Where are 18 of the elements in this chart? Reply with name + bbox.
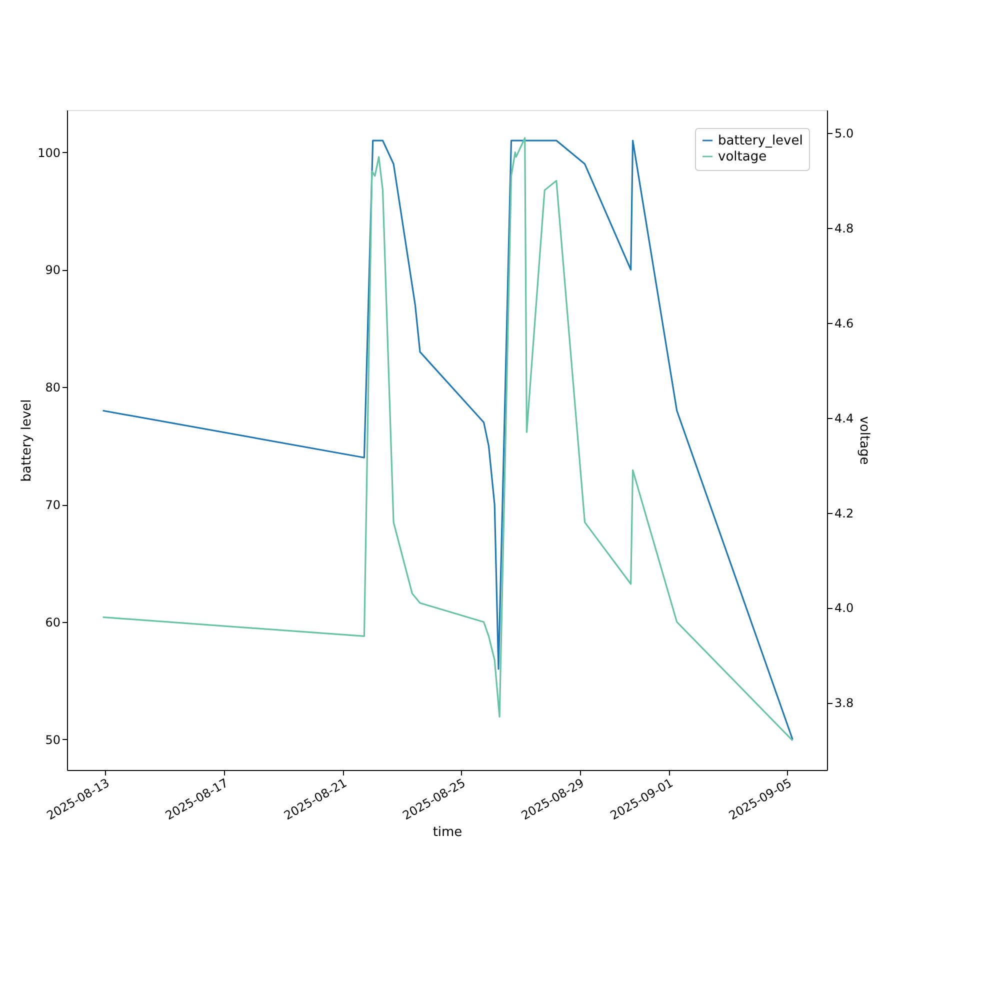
y-tick-label: 80 — [45, 380, 60, 395]
legend-label: voltage — [718, 150, 767, 164]
y-tick-label: 90 — [45, 263, 60, 278]
x-axis-title: time — [432, 824, 462, 840]
y-tick-label: 100 — [38, 146, 60, 160]
y-tick-label: 60 — [45, 616, 60, 630]
y-axis-title: battery level — [20, 399, 35, 482]
y2-tick-label: 4.0 — [834, 601, 854, 616]
y2-axis-title: voltage — [856, 416, 872, 465]
y-tick-label: 70 — [45, 498, 60, 512]
y2-tick-label: 4.2 — [834, 506, 854, 520]
legend-label: battery_level — [718, 134, 803, 148]
y-tick-label: 50 — [45, 732, 60, 747]
y2-tick-label: 4.8 — [834, 222, 854, 236]
y2-tick-label: 4.6 — [834, 316, 854, 331]
y2-tick-label: 5.0 — [834, 126, 854, 141]
y2-tick-label: 3.8 — [834, 696, 854, 710]
y2-tick-label: 4.4 — [834, 411, 854, 426]
